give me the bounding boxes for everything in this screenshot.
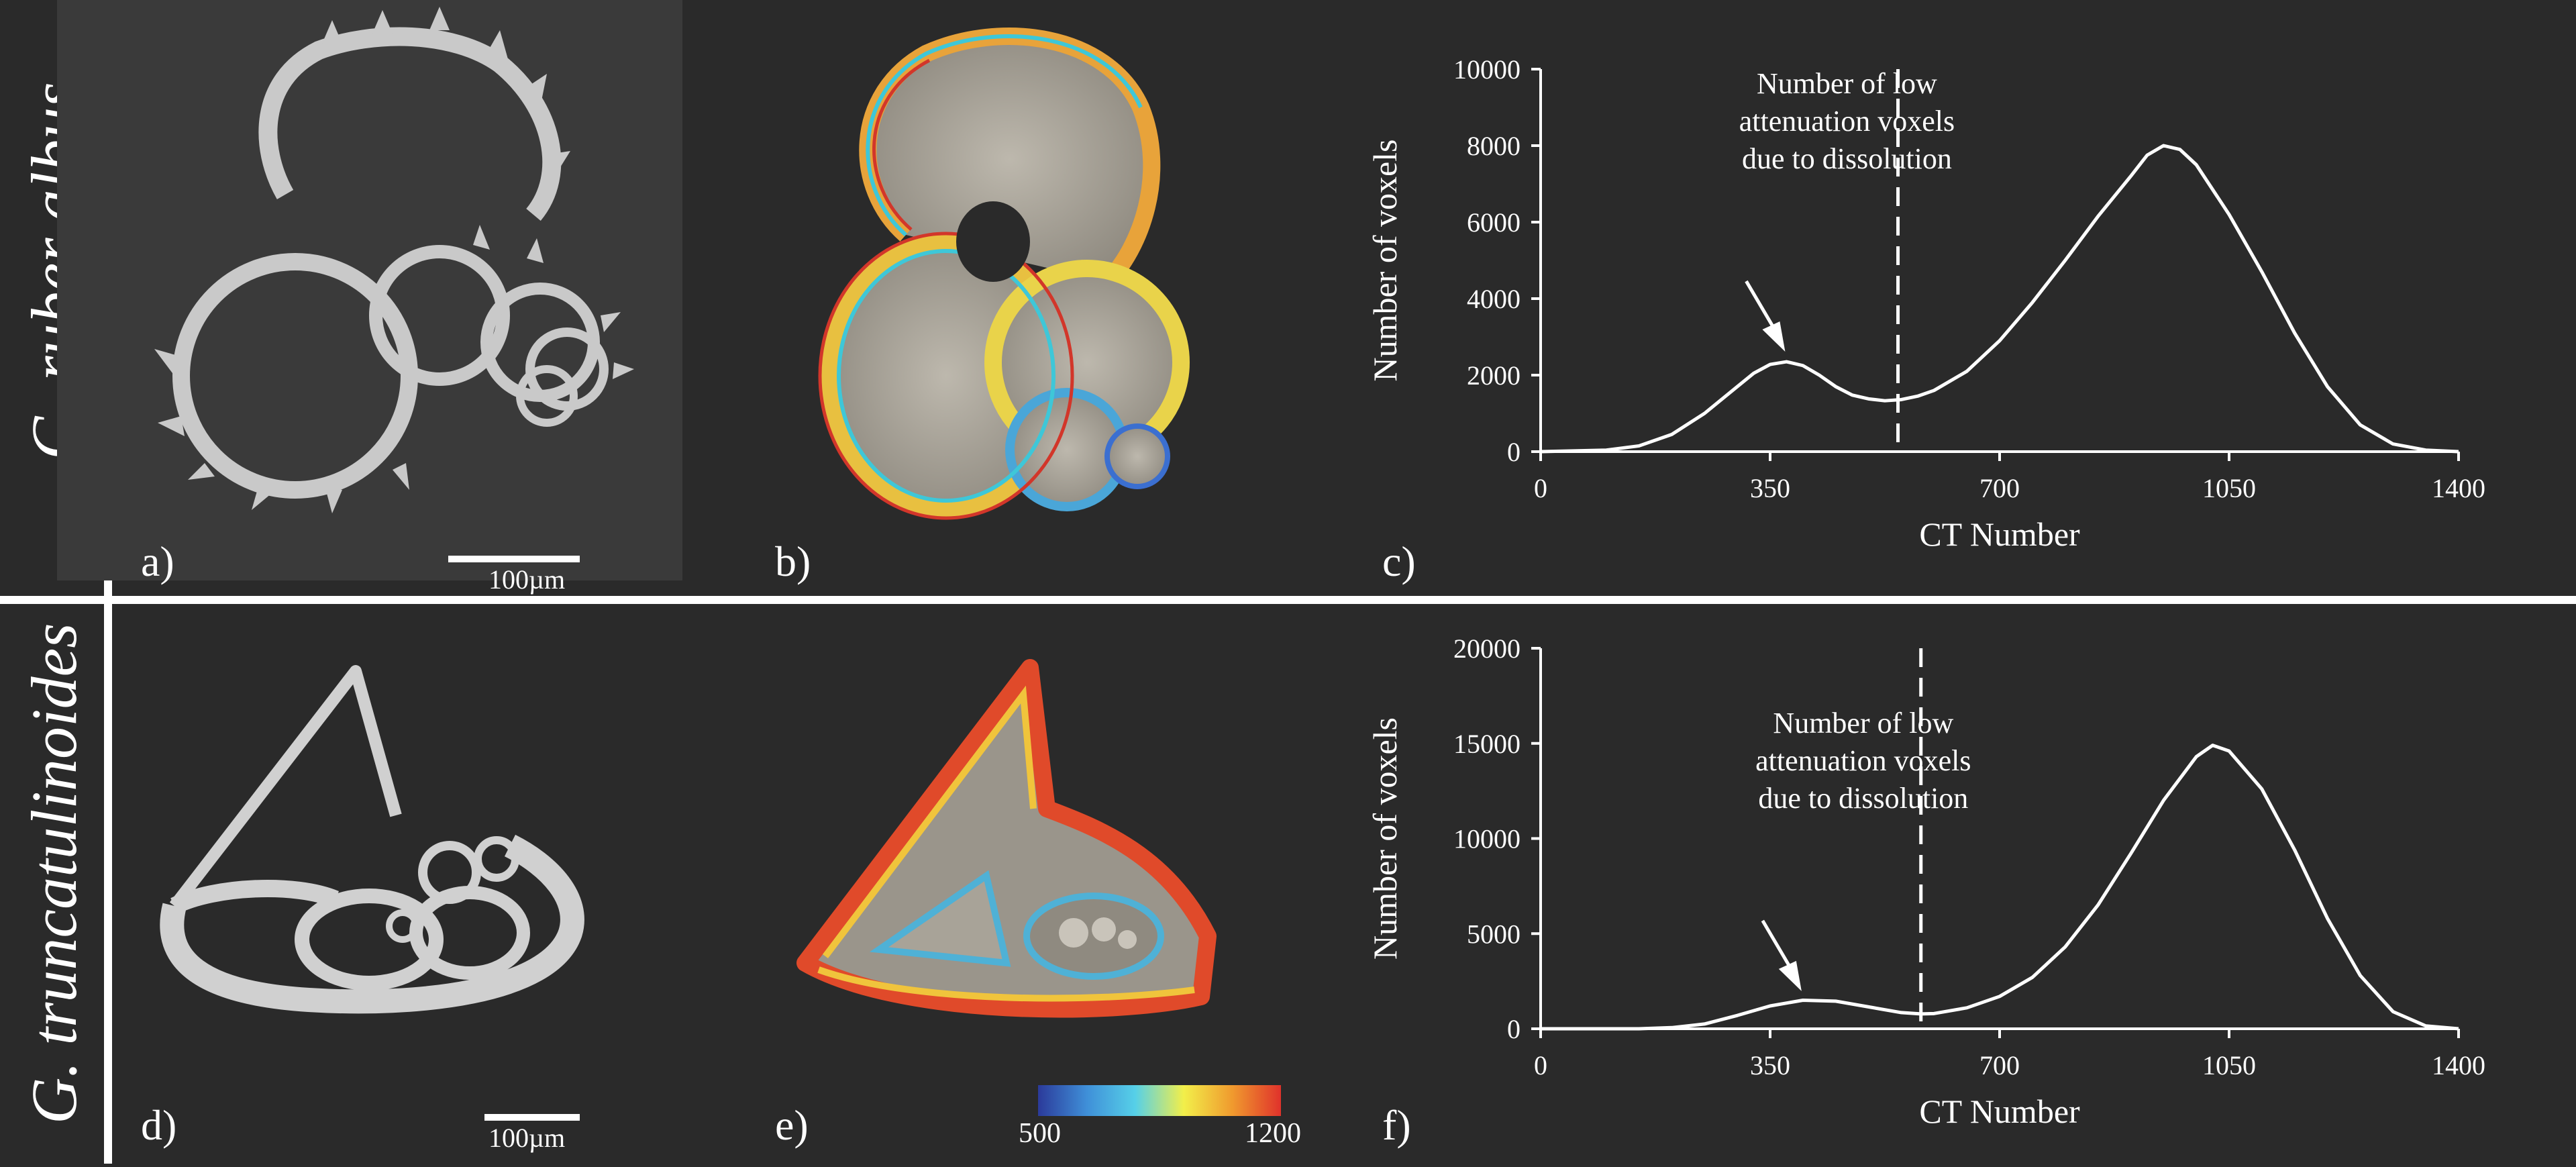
colorbar-min-label: 500	[1019, 1118, 1061, 1149]
annotation-text: attenuation voxels	[1739, 105, 1955, 138]
scale-bar-top	[448, 556, 580, 562]
x-tick-label: 700	[1979, 1050, 2020, 1080]
foram-section-a	[154, 7, 634, 513]
y-tick-label: 15000	[1453, 729, 1521, 759]
y-tick-label: 0	[1507, 437, 1521, 467]
annotation-text: Number of low	[1773, 707, 1953, 740]
series-line	[1541, 744, 2459, 1031]
annotation-arrowhead	[1778, 960, 1802, 991]
panel-a-image	[57, 0, 682, 580]
x-tick-label: 1050	[2202, 473, 2256, 503]
annotation-text: due to dissolution	[1742, 142, 1952, 175]
chart-f-svg: 0 350 700 1050 1400 0 5000 10000 15000 20000 CT Nu…	[1366, 633, 2485, 1130]
series-line	[1540, 144, 2459, 454]
y-axis-title: Number of voxels	[1366, 139, 1404, 381]
panel-label-f: f)	[1382, 1101, 1411, 1149]
y-tick-label: 8000	[1467, 131, 1521, 161]
x-tick-label: 350	[1750, 1050, 1790, 1080]
x-axis-title: CT Number	[1919, 515, 2080, 553]
panel-b-image	[792, 13, 1221, 537]
foram-render-b	[818, 28, 1190, 520]
foram-section-d	[160, 665, 584, 1014]
annotation-text: attenuation voxels	[1755, 744, 1971, 777]
x-axis-title: CT Number	[1919, 1093, 2080, 1130]
chart-c: 0 350 700 1050 1400 0 2000 4000 6000 8000 10000 CT …	[1342, 27, 2576, 591]
scale-label-top: 100µm	[488, 564, 566, 595]
row-label-bottom: G. truncatulinoides	[18, 623, 90, 1124]
horizontal-divider	[0, 596, 2576, 604]
y-axis-title: Number of voxels	[1366, 717, 1404, 960]
panel-d-image	[134, 644, 604, 1060]
panel-label-d: d)	[141, 1101, 177, 1149]
x-tick-label: 1400	[2432, 473, 2485, 503]
annotation-text: Number of low	[1757, 67, 1937, 100]
annotation-text: due to dissolution	[1758, 782, 1968, 815]
y-tick-label: 6000	[1467, 207, 1521, 238]
y-tick-label: 2000	[1467, 360, 1521, 391]
scale-label-bottom: 100µm	[488, 1123, 566, 1153]
colorbar-max-label: 1200	[1245, 1118, 1301, 1149]
x-tick-label: 0	[1534, 473, 1547, 503]
annotation-arrowhead	[1762, 321, 1786, 352]
panel-label-c: c)	[1382, 538, 1416, 585]
y-tick-label: 4000	[1467, 284, 1521, 314]
y-tick-label: 0	[1507, 1014, 1521, 1044]
panel-label-b: b)	[775, 538, 811, 585]
foram-render-e	[796, 659, 1217, 1018]
x-tick-label: 0	[1534, 1050, 1547, 1080]
chart-f: 0 350 700 1050 1400 0 5000 10000 15000 20000 CT Nu…	[1342, 604, 2576, 1164]
x-tick-label: 350	[1750, 473, 1790, 503]
x-tick-label: 1050	[2202, 1050, 2256, 1080]
y-tick-label: 5000	[1467, 919, 1521, 949]
x-tick-label: 1400	[2432, 1050, 2485, 1080]
scale-bar-bottom	[484, 1114, 580, 1121]
x-tick-label: 700	[1979, 473, 2020, 503]
chart-c-svg: 0 350 700 1050 1400 0 2000 4000 6000 8000 10000 CT …	[1366, 54, 2485, 553]
panel-label-e: e)	[775, 1101, 809, 1149]
colorbar	[1038, 1085, 1281, 1116]
panel-label-a: a)	[141, 538, 174, 585]
y-tick-label: 10000	[1453, 54, 1521, 85]
y-tick-label: 10000	[1453, 824, 1521, 854]
panel-e-image	[792, 654, 1221, 1037]
y-tick-label: 20000	[1453, 633, 1521, 664]
